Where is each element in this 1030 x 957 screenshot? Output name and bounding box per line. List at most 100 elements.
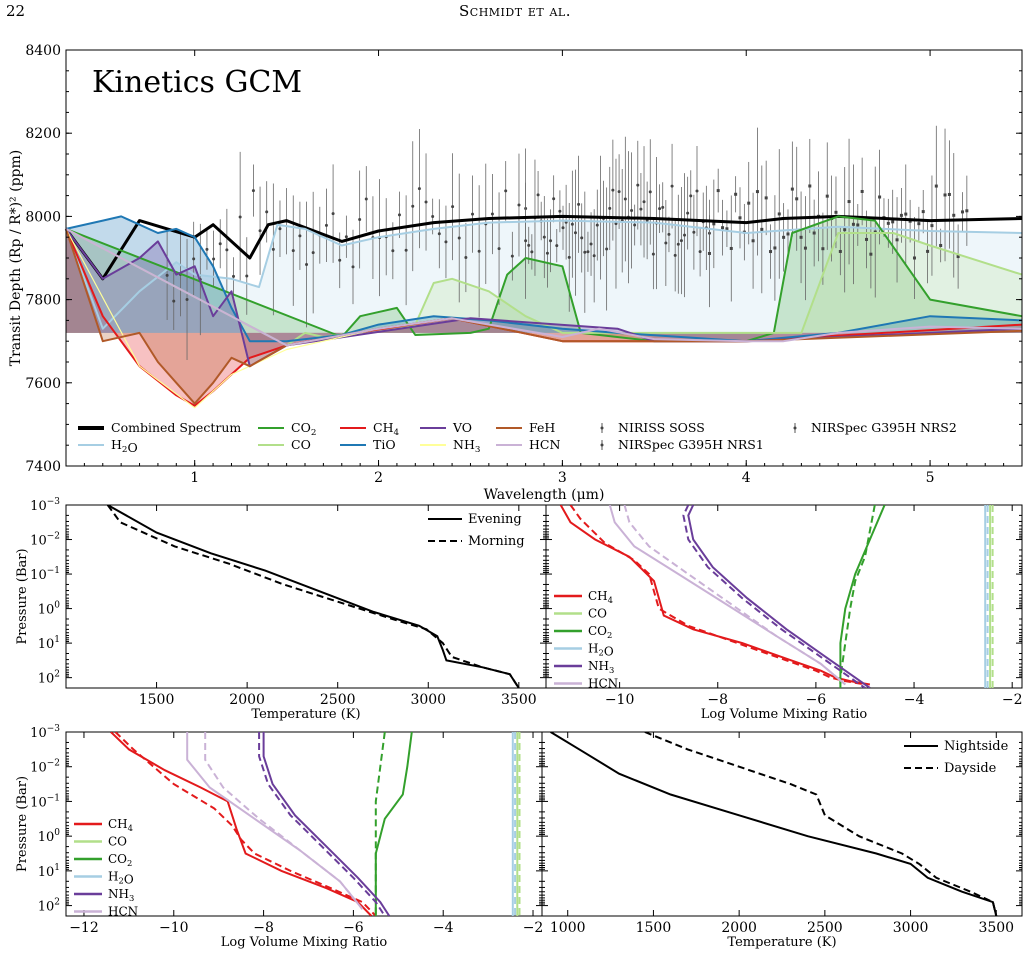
line-co2 <box>65 215 1023 343</box>
data-point <box>865 237 869 241</box>
legend-label: CO2 <box>108 852 132 868</box>
data-point <box>580 236 584 240</box>
data-point <box>225 248 229 252</box>
data-point <box>939 243 943 247</box>
page-number: 22 <box>6 2 26 20</box>
y-tick-label: 10−3 <box>30 497 60 514</box>
data-point <box>570 222 574 226</box>
legend-label: H2O <box>588 642 614 659</box>
x-tick-label: −6 <box>343 920 364 936</box>
data-point <box>595 223 599 227</box>
data-point <box>291 249 295 253</box>
data-point <box>908 219 912 223</box>
legend-label: H2O <box>108 870 134 887</box>
data-point <box>899 213 903 217</box>
data-point <box>786 232 790 236</box>
profile-co2 <box>374 732 413 916</box>
data-point <box>636 183 640 187</box>
data-point <box>517 203 521 207</box>
data-point <box>444 240 448 244</box>
legend-label: HCN <box>529 437 560 452</box>
data-point <box>417 187 421 191</box>
x-tick-label: 2500 <box>807 920 843 936</box>
profile-ch4 <box>559 505 871 686</box>
data-point <box>437 232 441 236</box>
x-axis-label: Log Volume Mixing Ratio <box>701 707 868 722</box>
x-tick-label: 1 <box>190 470 199 486</box>
legend-label: NIRSpec G395H NRS2 <box>811 420 957 435</box>
profile-hcn <box>608 505 846 686</box>
x-tick-label: 1000 <box>550 920 586 936</box>
profile-evening <box>107 505 520 688</box>
x-tick-label: −12 <box>69 920 99 936</box>
profile-dayside <box>644 732 998 916</box>
profile-nh3 <box>687 505 871 688</box>
data-point <box>808 184 812 188</box>
data-point <box>545 251 549 255</box>
data-point <box>869 252 873 256</box>
data-point <box>592 254 596 258</box>
x-tick-label: −8 <box>707 692 728 708</box>
data-point <box>658 207 662 211</box>
x-tick-label: 2000 <box>721 920 757 936</box>
legend-swatch <box>600 443 604 447</box>
x-tick-label: 2000 <box>229 692 265 708</box>
data-point <box>686 211 690 215</box>
data-point <box>707 251 711 255</box>
model-label: Kinetics GCM <box>92 65 302 100</box>
data-point <box>651 252 655 256</box>
data-point <box>689 194 693 198</box>
legend-swatch <box>600 426 604 430</box>
legend-label: VO <box>452 420 472 435</box>
y-tick-label: 10−3 <box>30 724 60 741</box>
data-point <box>464 255 468 259</box>
data-point <box>683 233 687 237</box>
y-tick-label: 101 <box>38 635 60 652</box>
legend-label: Evening <box>468 512 522 527</box>
legend-label: CH4 <box>588 589 613 605</box>
data-point <box>851 222 855 226</box>
data-point <box>504 189 508 193</box>
profile-dashed-nh3 <box>258 732 386 916</box>
x-tick-label: −10 <box>605 692 635 708</box>
profile-dashed-co2 <box>839 505 876 688</box>
legend-label: NH3 <box>453 437 480 455</box>
data-point <box>648 190 652 194</box>
data-point <box>324 223 328 227</box>
legend-label: NH3 <box>588 659 614 675</box>
data-point <box>895 238 899 242</box>
data-point <box>769 250 773 254</box>
profile-dashed-ch4 <box>114 732 377 916</box>
legend-label: CO <box>291 437 311 452</box>
legend-label: CH4 <box>373 420 399 438</box>
data-point <box>331 212 335 216</box>
legend-label: CO <box>108 835 127 849</box>
plot-frame <box>65 504 547 689</box>
y-tick-label: 100 <box>38 601 61 618</box>
data-point <box>712 222 716 226</box>
data-point <box>567 255 571 259</box>
data-point <box>847 200 851 204</box>
data-point <box>589 242 593 246</box>
area-tio <box>66 216 1022 342</box>
series-group <box>106 505 520 688</box>
data-point <box>930 224 934 228</box>
data-point <box>364 197 368 201</box>
data-point <box>676 242 680 246</box>
y-tick-label: 8400 <box>25 43 61 59</box>
data-point <box>278 227 282 231</box>
x-tick-label: −10 <box>159 920 189 936</box>
y-tick-label: 101 <box>38 863 60 880</box>
data-point <box>552 197 556 201</box>
data-point <box>555 244 559 248</box>
data-point <box>605 247 609 251</box>
data-point <box>664 241 668 245</box>
data-point <box>577 202 581 206</box>
x-tick-label: 2 <box>374 470 383 486</box>
data-point <box>477 249 481 253</box>
data-point <box>721 226 725 230</box>
x-tick-label: 1500 <box>636 920 672 936</box>
data-point <box>351 265 355 269</box>
data-point <box>205 247 209 251</box>
data-point <box>311 251 315 255</box>
